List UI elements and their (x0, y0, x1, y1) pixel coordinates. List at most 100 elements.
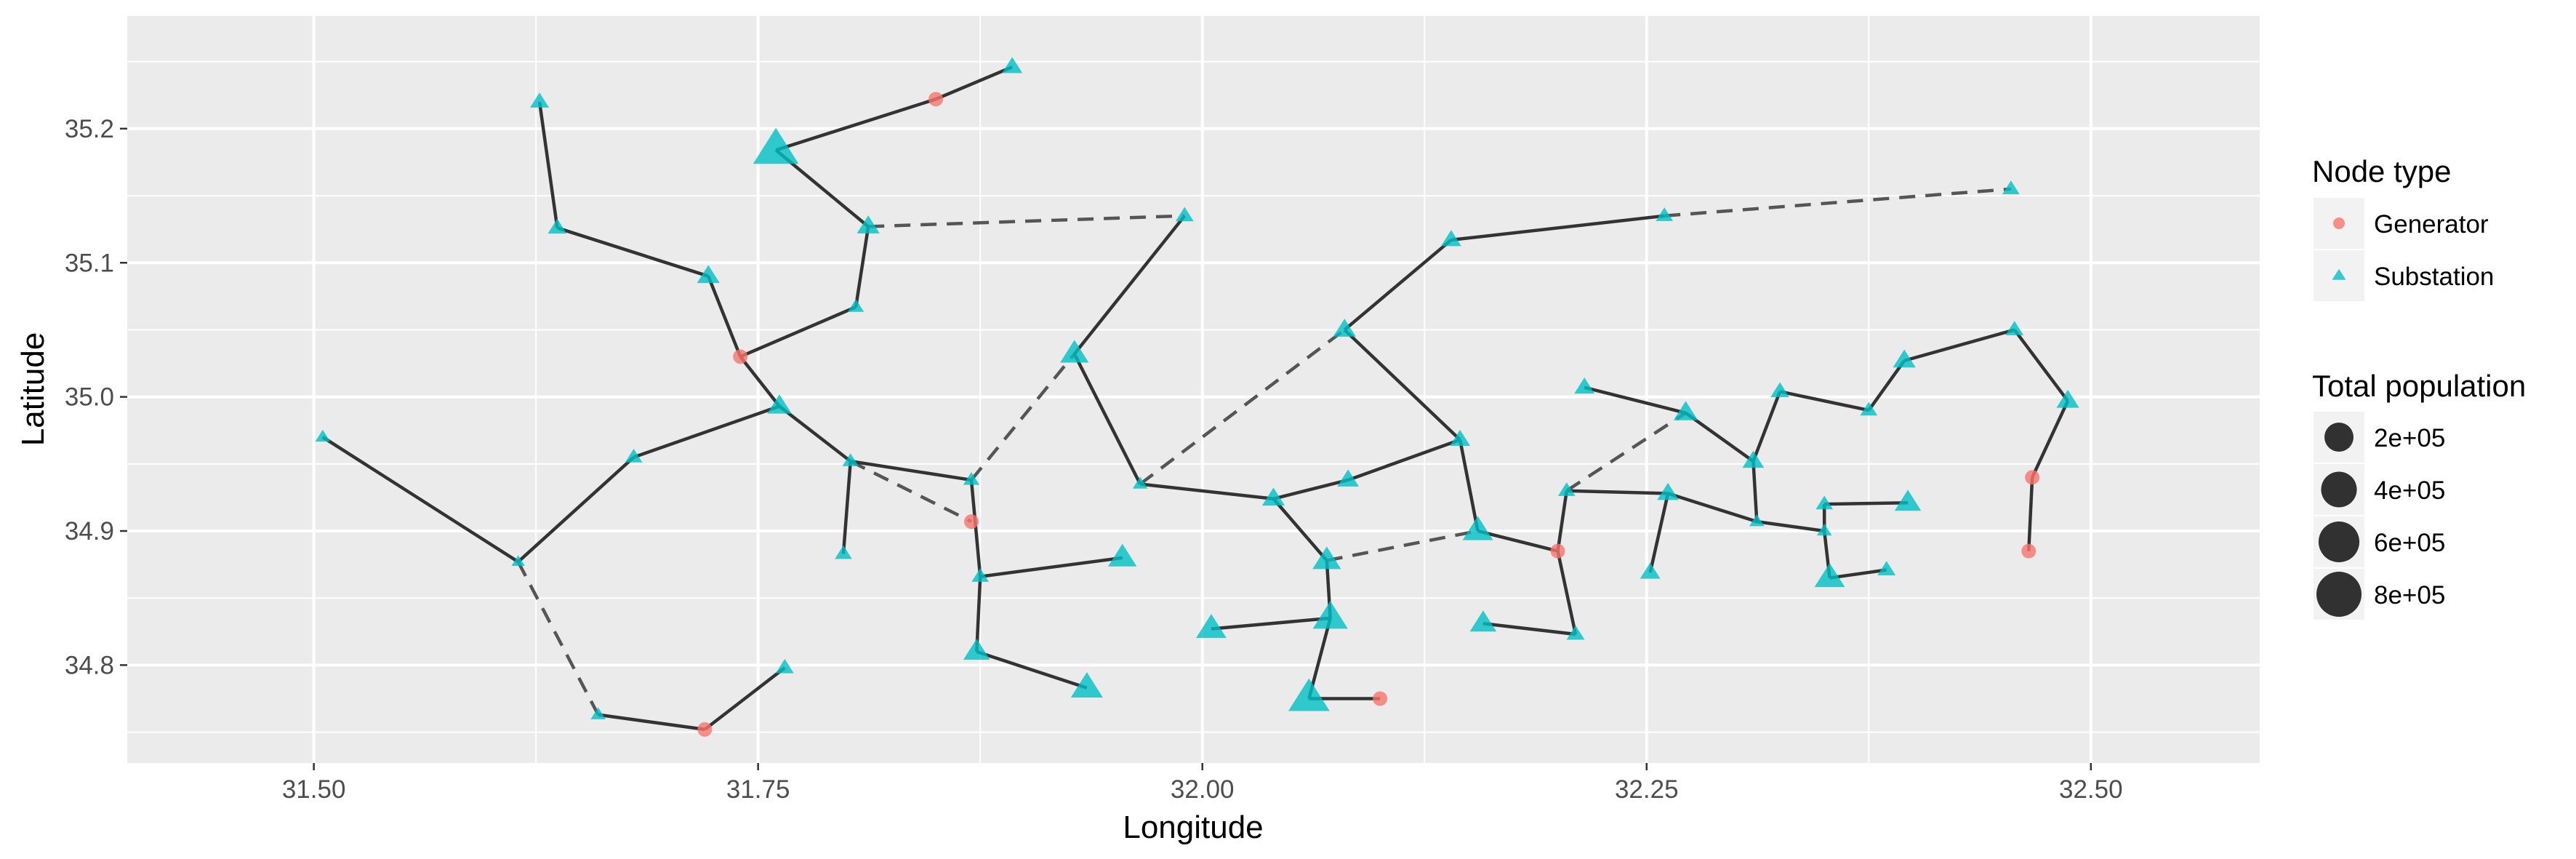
node-substation (856, 215, 880, 233)
legend-size-key (2318, 521, 2360, 563)
node-generator (963, 514, 979, 530)
edge-solid (1556, 490, 1569, 552)
node-generator (2025, 470, 2040, 485)
edge-solid (1756, 519, 1825, 533)
node-substation (1657, 482, 1679, 500)
edge-solid (1477, 529, 1559, 553)
legend-node-type-title: Node type (2312, 154, 2451, 188)
edge-solid (703, 666, 786, 731)
plot-panel (127, 16, 2260, 763)
node-substation (1894, 490, 1922, 511)
edge-solid (935, 65, 1014, 101)
node-substation (1337, 469, 1360, 487)
legend-substation-key (2332, 268, 2346, 280)
x-tick-label: 32.50 (2059, 775, 2123, 804)
x-tick-label: 32.25 (1615, 775, 1679, 804)
y-axis: 34.8 34.9 35.0 35.1 35.2 (65, 115, 127, 679)
edge-solid (854, 226, 870, 308)
node-substation (1557, 482, 1576, 496)
edge-solid (1685, 411, 1754, 463)
y-tick-label: 35.0 (65, 383, 114, 412)
edge-solid (517, 455, 635, 564)
legend: Node type Generator Substation Total popu… (2312, 154, 2526, 620)
edge-solid (2013, 329, 2069, 402)
node-substation (530, 92, 550, 108)
node-substation (1877, 561, 1896, 575)
edge-dashed (1664, 187, 2011, 217)
node-substation (1656, 207, 1674, 221)
node-substation (1469, 610, 1497, 632)
node-substation (835, 545, 852, 559)
legend-generator-key (2333, 217, 2345, 229)
edge-solid (1458, 439, 1480, 532)
node-substation (767, 394, 792, 414)
edge-solid (1752, 461, 1759, 522)
node-substation (963, 639, 990, 660)
edge-solid (321, 436, 519, 564)
edge-dashed (849, 460, 972, 524)
edge-solid (1903, 328, 2015, 363)
grid-major (127, 16, 2260, 763)
node-substation (1070, 672, 1103, 698)
y-tick-label: 35.1 (65, 249, 114, 277)
edge-dashed (868, 214, 1185, 228)
edge-solid (1648, 492, 1670, 573)
node-substation (1002, 57, 1023, 73)
node-substation (847, 299, 864, 312)
edge-solid (707, 275, 742, 358)
edge-solid (1824, 501, 1909, 506)
node-substation (775, 658, 794, 674)
legend-node-type-label: Substation (2374, 263, 2494, 291)
edge-solid (975, 576, 982, 652)
node-substation (1566, 625, 1585, 640)
edge-solid (1566, 489, 1669, 495)
edge-solid (1556, 551, 1578, 635)
edges (321, 65, 2070, 732)
edge-solid (1272, 498, 1328, 562)
node-substation (1640, 562, 1661, 579)
x-axis-label: Longitude (1123, 810, 1263, 845)
nodes (315, 57, 2079, 737)
legend-size-label: 4e+05 (2374, 476, 2445, 505)
edge-solid (556, 226, 709, 278)
legend-size-label: 2e+05 (2374, 424, 2445, 452)
node-generator (1373, 691, 1388, 706)
edge-solid (1829, 568, 1887, 580)
node-generator (2021, 543, 2037, 559)
node-substation (1312, 601, 1348, 629)
node-substation (1108, 543, 1137, 567)
edge-solid (841, 460, 853, 554)
node-substation (1333, 319, 1356, 337)
node-substation (590, 707, 606, 719)
node-substation (1816, 523, 1832, 536)
x-tick-label: 32.00 (1171, 775, 1235, 804)
edge-solid (1072, 215, 1187, 356)
node-substation (1060, 340, 1089, 363)
edge-solid (1072, 353, 1142, 485)
legend-population-sizes: 2e+05 4e+05 6e+05 8e+05 (2314, 412, 2445, 620)
node-substation (511, 555, 525, 566)
node-substation (1574, 377, 1595, 394)
node-substation (1749, 514, 1765, 527)
node-substation (1312, 546, 1341, 570)
node-substation (971, 568, 990, 582)
edge-solid (1343, 328, 1461, 442)
y-tick-label: 34.9 (65, 517, 114, 546)
legend-population-title: Total population (2312, 369, 2526, 403)
edge-solid (1584, 385, 1687, 415)
edge-solid (1450, 214, 1665, 242)
node-substation (1196, 614, 1227, 639)
edge-solid (969, 479, 982, 577)
edge-solid (1347, 438, 1461, 482)
legend-size-key (2324, 423, 2354, 452)
edge-solid (976, 650, 1088, 690)
edge-solid (775, 97, 936, 152)
edge-solid (1139, 482, 1274, 501)
edge-solid (537, 101, 559, 228)
edge-solid (979, 556, 1123, 578)
node-substation (1175, 207, 1194, 222)
node-substation (1450, 429, 1471, 447)
node-substation (2005, 321, 2024, 335)
y-tick-label: 35.2 (65, 115, 114, 143)
